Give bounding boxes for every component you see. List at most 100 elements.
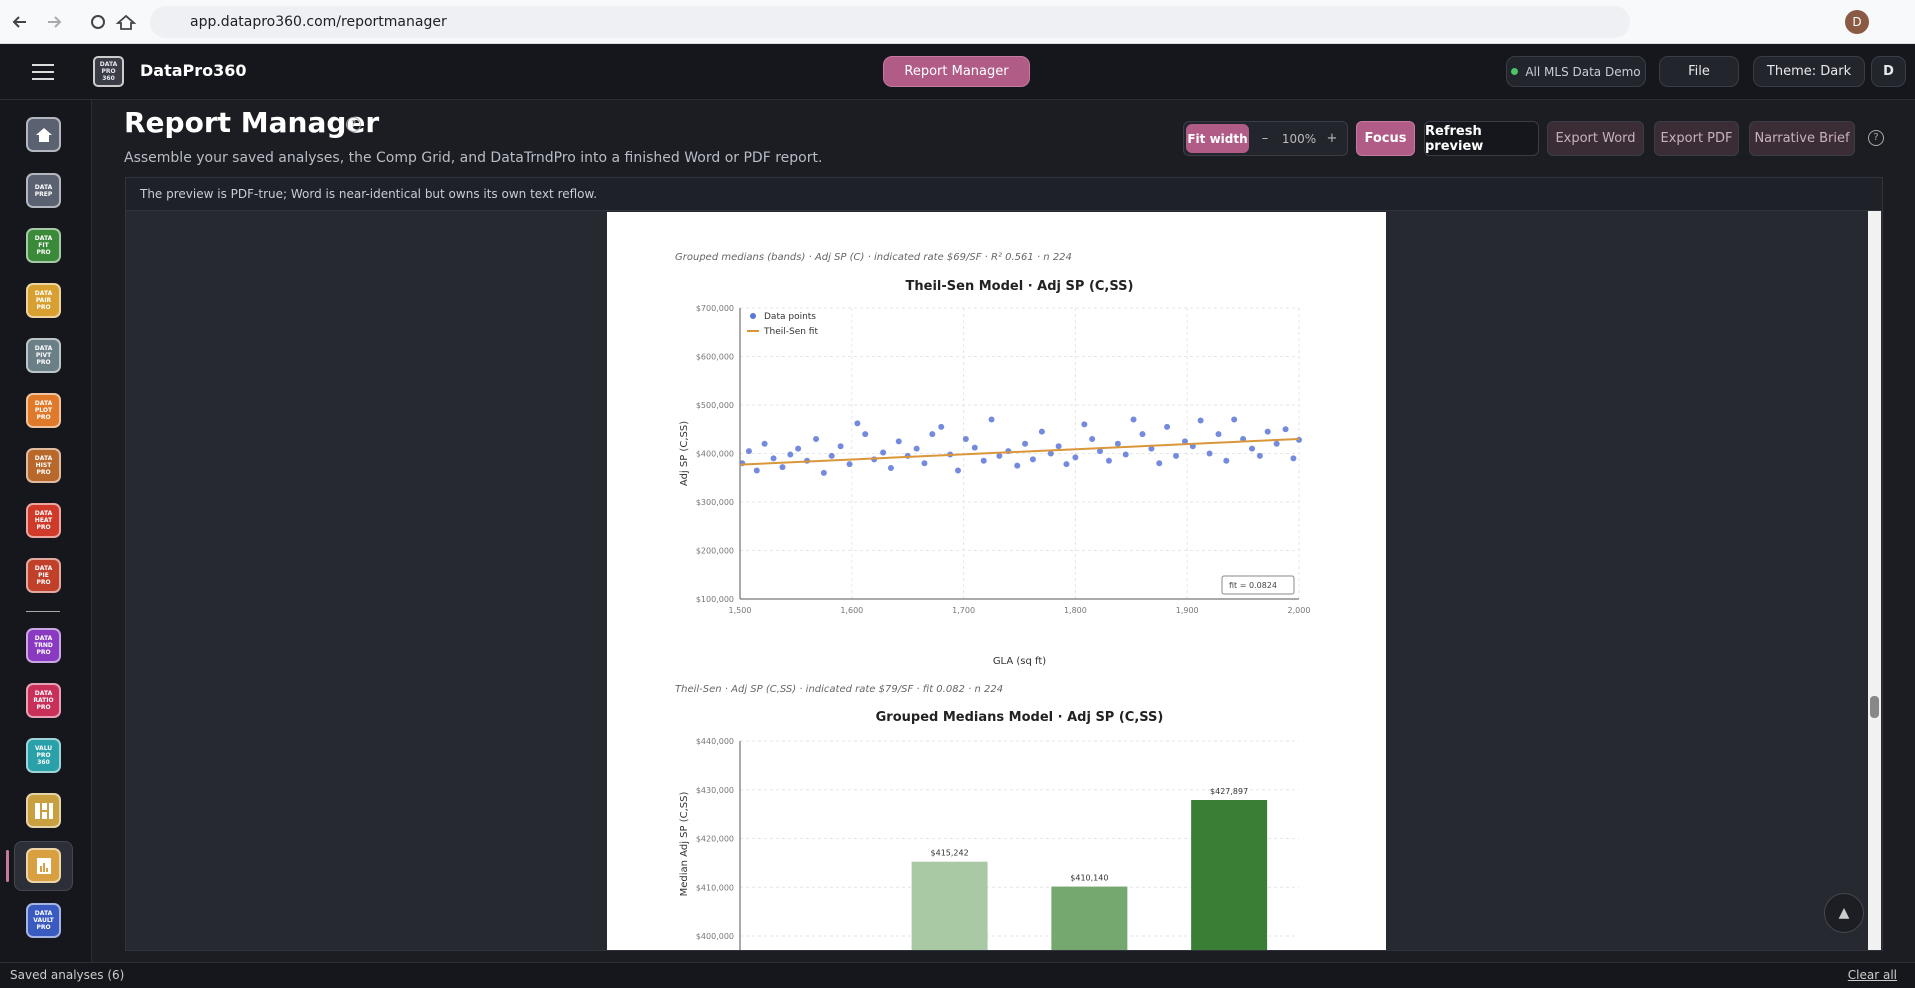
tool-icon[interactable]: DATA TRND PRO (26, 628, 61, 663)
brand: DataPro360 (140, 61, 247, 80)
data-point (1139, 431, 1146, 438)
refresh-button[interactable]: Refresh preview (1424, 121, 1539, 156)
tool-text: PRO (36, 524, 51, 531)
value-label: $415,242 (931, 849, 969, 858)
tool-text: PRO (36, 579, 51, 586)
x-tick-label: 1,700 (952, 606, 975, 615)
theme-toggle[interactable]: Theme: Dark (1753, 56, 1865, 87)
y-axis-label: Adj SP (C,SS) (679, 421, 690, 486)
logo-text: DATA (99, 61, 118, 68)
page-subtitle: Assemble your saved analyses, the Comp G… (124, 150, 823, 166)
report-icon[interactable] (26, 848, 61, 883)
tool-text: PREP (34, 190, 53, 198)
home-glyph (35, 127, 52, 142)
logo: DATA PRO 360 (93, 56, 124, 87)
data-point (1130, 416, 1137, 423)
button-label: Narrative Brief (1754, 131, 1850, 146)
active-tool[interactable]: Report Manager (883, 56, 1030, 87)
y-tick-label: $400,000 (696, 932, 734, 941)
tool-icon[interactable]: DATA FIT PRO (26, 228, 61, 263)
home-icon[interactable] (26, 117, 61, 152)
data-point (1014, 462, 1021, 469)
data-point (753, 467, 760, 474)
tool-icon[interactable]: VALU PRO 360 (26, 738, 61, 773)
tool-text: DATA (34, 235, 53, 242)
tool-icon[interactable]: DATA PLOT PRO (26, 393, 61, 428)
data-point (1047, 450, 1054, 457)
data-point (1096, 448, 1103, 455)
data-point (770, 455, 777, 462)
help-icon[interactable]: ? (346, 117, 361, 132)
grid-icon[interactable] (26, 793, 61, 828)
url-bar[interactable]: app.datapro360.com/reportmanager (150, 6, 1630, 38)
logo-text: PRO (101, 68, 116, 75)
scroll-thumb[interactable] (1870, 696, 1879, 718)
tool-icon[interactable]: DATA PIVT PRO (26, 338, 61, 373)
x-tick-label: 1,800 (1064, 606, 1087, 615)
selected-indicator (6, 850, 9, 882)
zoom-out[interactable]: – (1255, 124, 1275, 153)
saved-analyses[interactable]: Saved analyses (6) (10, 968, 125, 982)
value-label: $410,140 (1070, 874, 1108, 883)
data-point (1114, 440, 1121, 447)
narrative-brief[interactable]: Narrative Brief (1749, 121, 1855, 156)
tool-text: DATA (34, 690, 53, 697)
tool-text: DATA (34, 290, 53, 297)
scrollbar[interactable] (1868, 211, 1881, 950)
data-point (1063, 461, 1070, 468)
y-axis-label: Median Adj SP (C,SS) (679, 792, 690, 897)
tool-icon[interactable]: DATA PAIR PRO (26, 283, 61, 318)
export-word[interactable]: Export Word (1547, 121, 1644, 156)
scroll-top[interactable]: ▲ (1824, 893, 1864, 933)
fit-line (739, 437, 1300, 466)
data-point (929, 431, 936, 438)
tool-text: PRO (36, 469, 51, 476)
tool-icon[interactable]: DATA RATIO PRO (26, 683, 61, 718)
tool-icon[interactable]: DATA HEAT PRO (26, 503, 61, 538)
data-point (761, 440, 768, 447)
page-title: Report Manager (124, 106, 380, 139)
tool-icon[interactable]: DATA PIE PRO (26, 558, 61, 593)
data-point (1089, 435, 1096, 442)
menu-icon[interactable] (30, 61, 56, 83)
tool-icon[interactable]: DATA HIST PRO (26, 448, 61, 483)
data-point (971, 444, 978, 451)
data-point (1022, 440, 1029, 447)
tool-text: PIE (38, 572, 49, 579)
zoom-in-label: + (1326, 131, 1338, 146)
user[interactable]: D (1871, 56, 1906, 87)
tool-text: VAULT (33, 917, 54, 924)
fit-width[interactable]: Fit width (1186, 124, 1249, 153)
data-point (988, 416, 995, 423)
dataset[interactable]: All MLS Data Demo (1506, 56, 1646, 87)
tool-icon[interactable]: DATA VAULT PRO (26, 903, 61, 938)
help-icon[interactable]: ? (1868, 130, 1884, 146)
clear-all[interactable]: Clear all (1847, 968, 1897, 982)
file-menu[interactable]: File (1659, 56, 1739, 87)
focus-button[interactable]: Focus (1356, 121, 1415, 156)
tool-icon[interactable]: DATA PREP (26, 173, 61, 208)
profile[interactable]: D (1845, 10, 1869, 34)
data-point (996, 452, 1003, 459)
data-point (880, 449, 887, 456)
data-point (1231, 416, 1238, 423)
data-point (1081, 421, 1088, 428)
theme-label: Theme: Dark (1766, 64, 1852, 79)
tool-text: DATA (34, 345, 53, 352)
data-point (955, 467, 962, 474)
data-point (837, 443, 844, 450)
tool-text: FIT (38, 242, 49, 249)
zoom-in[interactable]: + (1322, 124, 1342, 153)
export-pdf[interactable]: Export PDF (1654, 121, 1739, 156)
data-point (1122, 451, 1129, 458)
data-point (1264, 428, 1271, 435)
data-point (813, 435, 820, 442)
data-point (1215, 431, 1222, 438)
data-point (1282, 426, 1289, 433)
x-axis-label: GLA (sq ft) (993, 656, 1046, 667)
user-label: D (1883, 64, 1894, 79)
footer: Saved analyses (6) Clear all (0, 962, 1915, 988)
data-point (820, 469, 827, 476)
data-point (1029, 456, 1036, 463)
y-tick-label: $400,000 (696, 450, 734, 459)
